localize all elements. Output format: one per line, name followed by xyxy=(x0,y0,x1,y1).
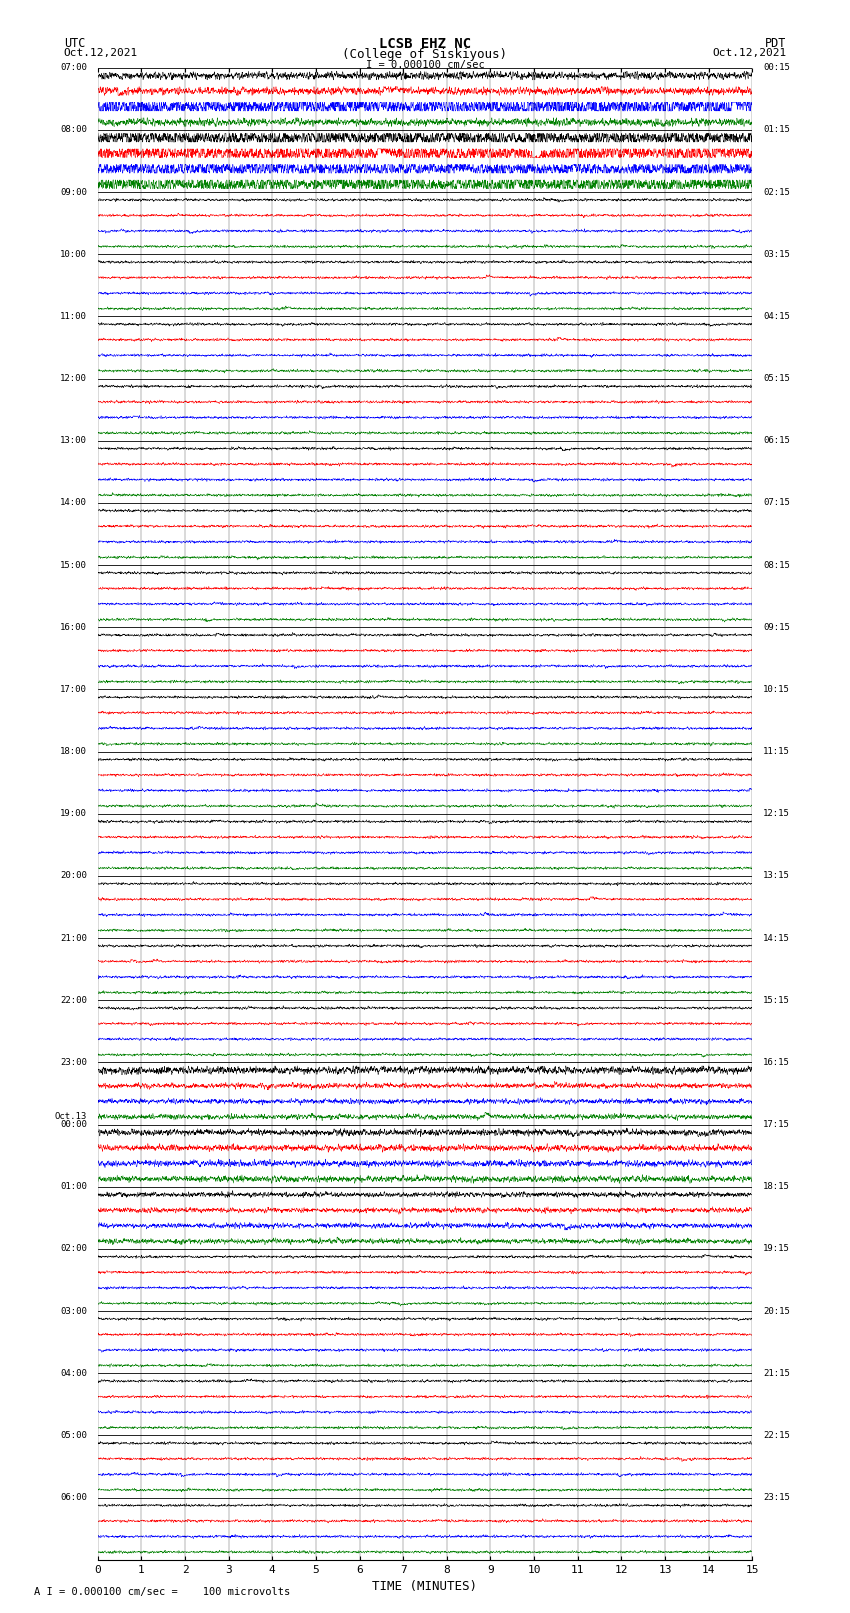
Text: 16:15: 16:15 xyxy=(763,1058,790,1066)
Text: 22:15: 22:15 xyxy=(763,1431,790,1440)
Text: 02:00: 02:00 xyxy=(60,1245,87,1253)
Text: 13:15: 13:15 xyxy=(763,871,790,881)
Text: 07:00: 07:00 xyxy=(60,63,87,73)
Text: 14:15: 14:15 xyxy=(763,934,790,942)
Text: 00:15: 00:15 xyxy=(763,63,790,73)
Text: Oct.12,2021: Oct.12,2021 xyxy=(712,48,786,58)
Text: 08:15: 08:15 xyxy=(763,561,790,569)
Text: 08:00: 08:00 xyxy=(60,126,87,134)
Text: 23:15: 23:15 xyxy=(763,1494,790,1502)
Text: 01:00: 01:00 xyxy=(60,1182,87,1192)
Text: 11:00: 11:00 xyxy=(60,311,87,321)
Text: 20:00: 20:00 xyxy=(60,871,87,881)
Text: 04:15: 04:15 xyxy=(763,311,790,321)
Text: 17:15: 17:15 xyxy=(763,1119,790,1129)
Text: 06:00: 06:00 xyxy=(60,1494,87,1502)
Text: 09:15: 09:15 xyxy=(763,623,790,632)
Text: Oct.13: Oct.13 xyxy=(54,1113,87,1121)
Text: 17:00: 17:00 xyxy=(60,686,87,694)
Text: 15:00: 15:00 xyxy=(60,561,87,569)
Text: 21:00: 21:00 xyxy=(60,934,87,942)
Text: 21:15: 21:15 xyxy=(763,1369,790,1378)
Text: 09:00: 09:00 xyxy=(60,187,87,197)
Text: Oct.12,2021: Oct.12,2021 xyxy=(64,48,138,58)
Text: 11:15: 11:15 xyxy=(763,747,790,756)
Text: 01:15: 01:15 xyxy=(763,126,790,134)
Text: 02:15: 02:15 xyxy=(763,187,790,197)
Text: 15:15: 15:15 xyxy=(763,995,790,1005)
Text: I = 0.000100 cm/sec: I = 0.000100 cm/sec xyxy=(366,60,484,69)
Text: 10:15: 10:15 xyxy=(763,686,790,694)
Text: 13:00: 13:00 xyxy=(60,436,87,445)
Text: 12:00: 12:00 xyxy=(60,374,87,382)
X-axis label: TIME (MINUTES): TIME (MINUTES) xyxy=(372,1581,478,1594)
Text: 18:15: 18:15 xyxy=(763,1182,790,1192)
Text: 10:00: 10:00 xyxy=(60,250,87,258)
Text: 16:00: 16:00 xyxy=(60,623,87,632)
Text: 03:00: 03:00 xyxy=(60,1307,87,1316)
Text: PDT: PDT xyxy=(765,37,786,50)
Text: 12:15: 12:15 xyxy=(763,810,790,818)
Text: 04:00: 04:00 xyxy=(60,1369,87,1378)
Text: 23:00: 23:00 xyxy=(60,1058,87,1066)
Text: 22:00: 22:00 xyxy=(60,995,87,1005)
Text: 19:00: 19:00 xyxy=(60,810,87,818)
Text: 03:15: 03:15 xyxy=(763,250,790,258)
Text: 06:15: 06:15 xyxy=(763,436,790,445)
Text: 00:00: 00:00 xyxy=(60,1119,87,1129)
Text: A I = 0.000100 cm/sec =    100 microvolts: A I = 0.000100 cm/sec = 100 microvolts xyxy=(34,1587,290,1597)
Text: (College of Siskiyous): (College of Siskiyous) xyxy=(343,48,507,61)
Text: 07:15: 07:15 xyxy=(763,498,790,508)
Text: 14:00: 14:00 xyxy=(60,498,87,508)
Text: 05:00: 05:00 xyxy=(60,1431,87,1440)
Text: 20:15: 20:15 xyxy=(763,1307,790,1316)
Text: LCSB EHZ NC: LCSB EHZ NC xyxy=(379,37,471,52)
Text: UTC: UTC xyxy=(64,37,85,50)
Text: 05:15: 05:15 xyxy=(763,374,790,382)
Text: 18:00: 18:00 xyxy=(60,747,87,756)
Text: 19:15: 19:15 xyxy=(763,1245,790,1253)
